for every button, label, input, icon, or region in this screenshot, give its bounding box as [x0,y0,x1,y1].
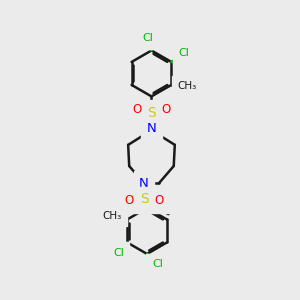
Text: Cl: Cl [113,248,124,258]
Text: CH₃: CH₃ [177,81,196,92]
Text: N: N [139,177,149,190]
Text: O: O [162,103,171,116]
Text: Cl: Cl [178,48,189,58]
Text: CH₃: CH₃ [102,211,122,221]
Text: S: S [140,193,148,206]
Text: O: O [132,103,141,116]
Text: Cl: Cl [142,33,153,43]
Text: Cl: Cl [152,259,163,269]
Text: N: N [147,122,156,135]
Text: O: O [125,194,134,207]
Text: S: S [147,106,156,120]
Text: O: O [154,194,164,207]
